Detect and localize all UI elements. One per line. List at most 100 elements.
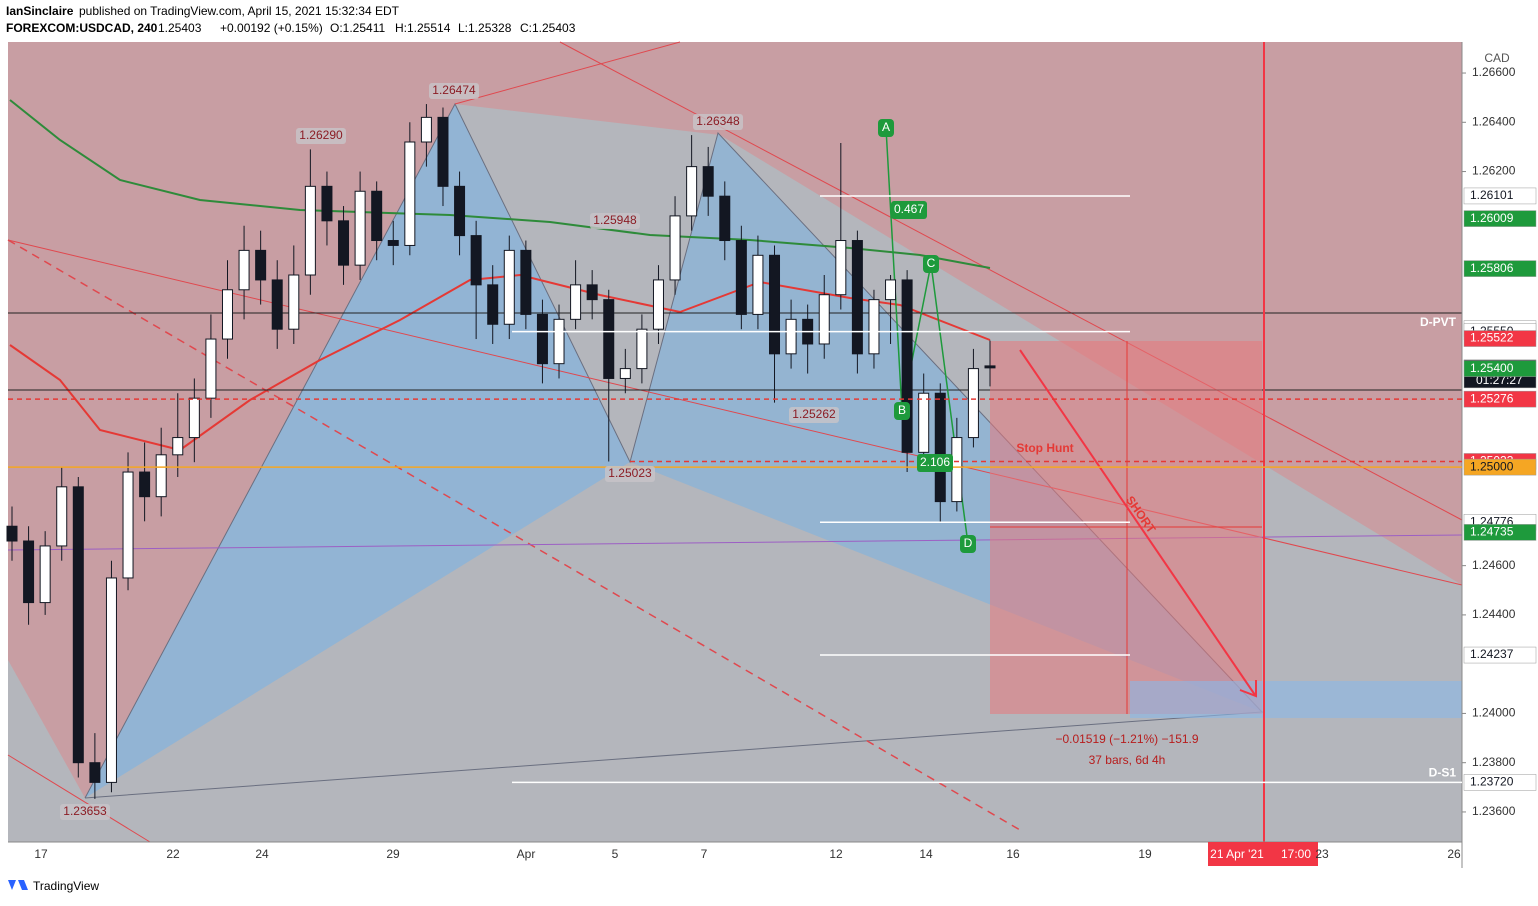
candle-body — [56, 486, 68, 547]
candle-body — [39, 545, 51, 604]
candle-body — [105, 577, 117, 783]
pivot-box — [693, 114, 743, 130]
candle-body — [155, 454, 167, 498]
candle-body — [321, 185, 333, 222]
ratio-label: 2.106 — [920, 455, 950, 469]
measure-label: −0.01519 (−1.21%) −151.9 — [1055, 732, 1198, 746]
arrow-head — [1239, 680, 1257, 698]
x-tick-label: 22 — [166, 847, 180, 861]
candle-body — [354, 190, 366, 266]
brand: TradingView — [33, 879, 99, 893]
candle-body — [901, 279, 913, 453]
price-label: 1.26009 — [1470, 211, 1514, 225]
change: +0.00192 (+0.15%) — [220, 21, 323, 35]
candle-body — [238, 249, 250, 291]
candle-body — [89, 762, 101, 783]
candle-body — [851, 240, 863, 355]
pivot-label: 1.25948 — [593, 213, 637, 227]
y-tick-label: 1.26200 — [1472, 164, 1516, 178]
candle-body — [719, 195, 731, 242]
y-tick-label: 1.26600 — [1472, 65, 1516, 79]
candle-body — [122, 471, 134, 579]
price-label-box — [1463, 524, 1537, 541]
measure-label: 37 bars, 6d 4h — [1089, 753, 1166, 767]
pivot-box — [789, 407, 839, 423]
open: O:1.25411 — [330, 21, 385, 35]
pivot-label: 1.26348 — [696, 114, 740, 128]
x-tick-label: 29 — [386, 847, 400, 861]
candle-body — [769, 254, 781, 355]
candle-body — [752, 254, 764, 315]
x-tick-label: 16 — [1006, 847, 1020, 861]
price-label-box — [1463, 360, 1537, 377]
candle-body — [172, 437, 184, 456]
candle-body — [835, 240, 847, 296]
x-tick-label: 26 — [1447, 847, 1461, 861]
price-label: 1.25276 — [1470, 391, 1514, 405]
candle-body — [205, 338, 217, 399]
candle-body — [371, 190, 383, 242]
candle-body — [553, 318, 565, 365]
price-label: 1.25400 — [1470, 361, 1514, 375]
low: L:1.25328 — [458, 21, 512, 35]
point-label: A — [882, 120, 890, 134]
pivot-box — [590, 213, 640, 229]
price-label-box — [1463, 260, 1537, 277]
candle-body — [686, 166, 698, 217]
pivot-label: 1.23653 — [63, 804, 107, 818]
candle-body — [387, 240, 399, 246]
price-label-box — [1463, 774, 1537, 791]
price-label-box — [1463, 187, 1537, 205]
candle-body — [470, 235, 482, 286]
author: IanSinclaire — [6, 4, 74, 18]
candle-body — [437, 116, 449, 187]
candle-body — [669, 215, 681, 281]
y-tick-label: 1.24600 — [1472, 558, 1516, 572]
candle-body — [404, 141, 416, 246]
candle-body — [785, 318, 797, 355]
candle-body — [503, 249, 515, 325]
x-tick-label: 19 — [1138, 847, 1152, 861]
pivot-box — [605, 466, 655, 482]
candle-body — [139, 471, 151, 498]
candle-body — [586, 284, 598, 301]
x-tick-label: 23 — [1315, 847, 1329, 861]
pivot-label: 1.25023 — [608, 466, 652, 480]
candle-body — [454, 185, 466, 237]
x-tick-label: 14 — [919, 847, 933, 861]
ratio-box — [917, 454, 953, 472]
candle-body — [304, 185, 316, 276]
pivot-label: 1.26290 — [299, 128, 343, 142]
candle-body — [951, 437, 963, 503]
candle-body — [702, 166, 714, 197]
x-tick-label: 5 — [612, 847, 619, 861]
y-tick-label: 1.24400 — [1472, 607, 1516, 621]
candle-body — [420, 116, 432, 143]
x-tick-label: Apr — [517, 847, 536, 861]
candle-body — [967, 368, 979, 439]
point-box — [923, 255, 939, 273]
symbol: FOREXCOM:USDCAD, 240 — [6, 21, 158, 35]
candle-body — [603, 299, 615, 379]
currency: CAD — [1484, 51, 1510, 65]
point-label: B — [898, 403, 906, 417]
price-label: 1.24237 — [1470, 647, 1514, 661]
candle-body — [288, 274, 300, 330]
point-label: C — [927, 256, 936, 270]
price-label-box — [1463, 210, 1537, 227]
ratio-box — [891, 201, 927, 219]
price-label: 1.24735 — [1470, 525, 1514, 539]
point-label: D — [964, 536, 973, 550]
channel-line — [454, 41, 681, 105]
price-label: 1.25000 — [1470, 459, 1514, 473]
ma-red — [9, 273, 991, 452]
candle-body — [918, 392, 930, 453]
point-box — [894, 402, 910, 420]
high: H:1.25514 — [395, 21, 451, 35]
candle-body — [652, 279, 664, 330]
harmonic-outline — [84, 102, 1264, 799]
pivot-label: 1.26474 — [432, 83, 476, 97]
price-label-box — [1463, 646, 1537, 664]
candle-body — [338, 220, 350, 266]
published: published on TradingView.com, April 15, … — [79, 4, 400, 18]
